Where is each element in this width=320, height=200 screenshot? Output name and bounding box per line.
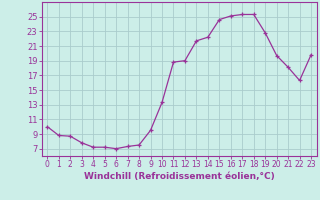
X-axis label: Windchill (Refroidissement éolien,°C): Windchill (Refroidissement éolien,°C): [84, 172, 275, 181]
